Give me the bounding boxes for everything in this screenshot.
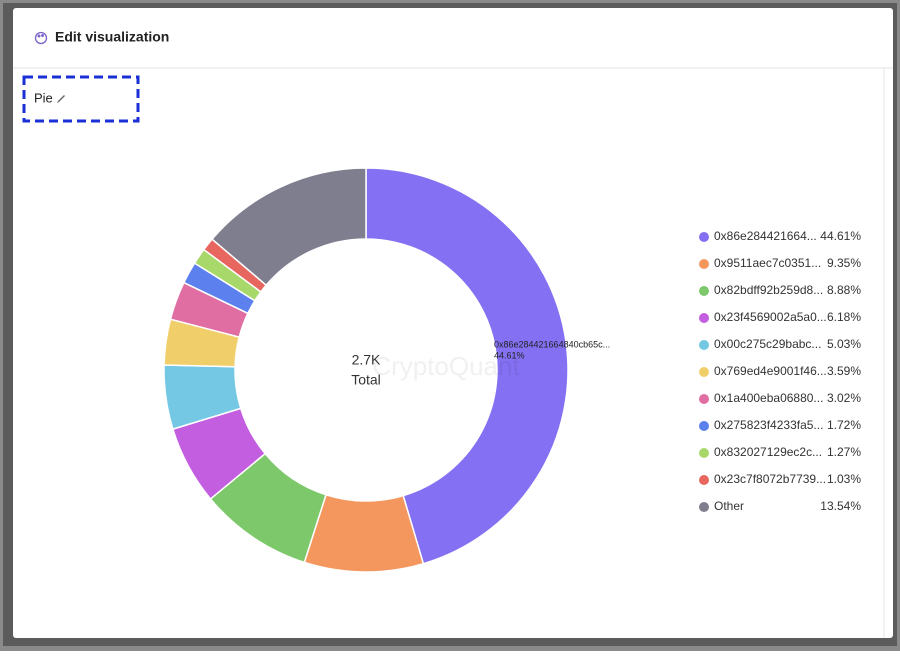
highlight-box [22, 75, 140, 123]
legend-value: 5.03% [827, 337, 861, 351]
legend-swatch [699, 367, 709, 377]
palette-icon [34, 31, 48, 45]
legend-value: 44.61% [820, 229, 861, 243]
legend-value: 6.18% [827, 310, 861, 324]
legend-label: 0x00c275c29babc... [714, 337, 821, 351]
legend-value: 8.88% [827, 283, 861, 297]
slice-value-label: 44.61% [494, 350, 525, 360]
edit-icon[interactable] [57, 95, 65, 103]
legend-value: 13.54% [820, 499, 861, 513]
legend-swatch [699, 232, 709, 242]
legend-value: 3.59% [827, 364, 861, 378]
legend-label: 0x1a400eba06880... [714, 391, 823, 405]
tab-name[interactable]: Pie [34, 90, 53, 105]
center-label: Total [351, 372, 381, 388]
legend-label: 0x9511aec7c0351... [714, 256, 821, 270]
legend-value: 3.02% [827, 391, 861, 405]
legend-swatch [699, 448, 709, 458]
legend-label: Other [714, 499, 744, 513]
legend-swatch [699, 475, 709, 485]
legend-label: 0x769ed4e9001f46... [714, 364, 827, 378]
legend-label: 0x86e284421664... [714, 229, 817, 243]
legend-value: 1.72% [827, 418, 861, 432]
pie-slice [365, 167, 569, 565]
legend-swatch [699, 286, 709, 296]
legend-swatch [699, 313, 709, 323]
legend-label: 0x275823f4233fa5... [714, 418, 823, 432]
modal-title: Edit visualization [55, 29, 169, 45]
legend-swatch [699, 502, 709, 512]
legend-label: 0x832027129ec2c... [714, 445, 822, 459]
pie-slice [211, 167, 367, 287]
legend-swatch [699, 259, 709, 269]
legend-label: 0x23c7f8072b7739... [714, 472, 826, 486]
slice-label: 0x86e284421664840cb65c... [494, 339, 610, 349]
center-value: 2.7K [352, 352, 381, 368]
legend-value: 1.03% [827, 472, 861, 486]
legend-swatch [699, 394, 709, 404]
legend-label: 0x82bdff92b259d8... [714, 283, 823, 297]
legend-swatch [699, 340, 709, 350]
legend-value: 1.27% [827, 445, 861, 459]
legend-value: 9.35% [827, 256, 861, 270]
legend-swatch [699, 421, 709, 431]
watermark: CryptoQuant [372, 351, 520, 381]
legend-label: 0x23f4569002a5a0... [714, 310, 827, 324]
